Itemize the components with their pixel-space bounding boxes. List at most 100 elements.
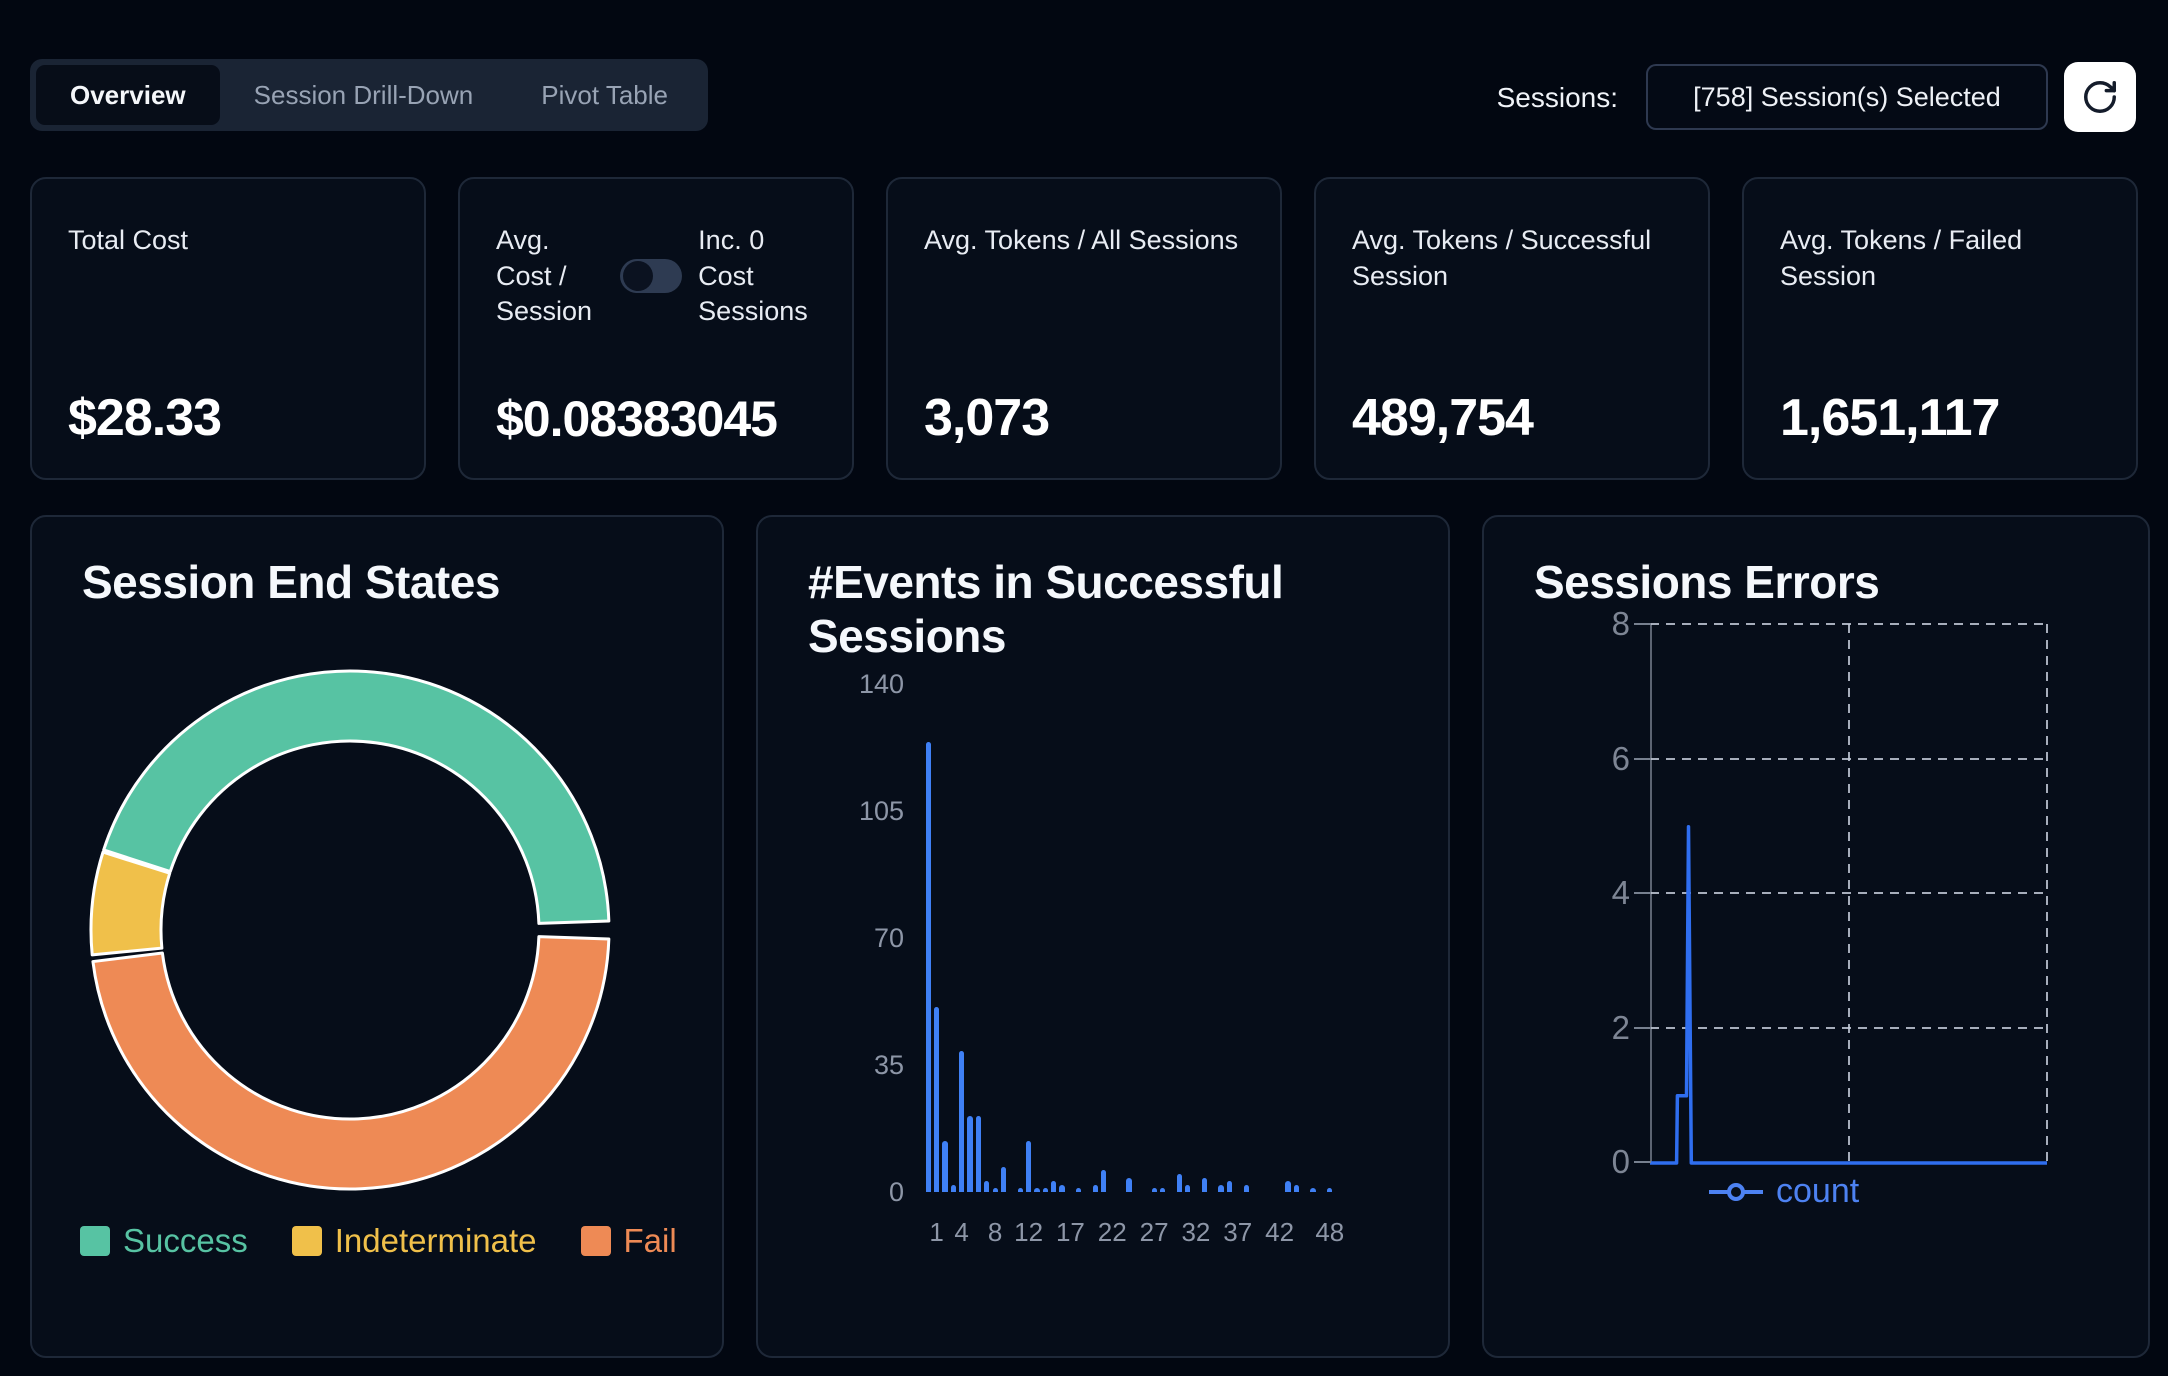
gridline-v-1 (2046, 624, 2048, 1162)
donut-chart-title: Session End States (82, 556, 500, 608)
bar-y-tick-105: 105 (858, 796, 904, 826)
bar-events-18 (1076, 1188, 1082, 1192)
bar-events-15 (1051, 1181, 1057, 1192)
bar-events-43 (1285, 1181, 1291, 1192)
bar-x-tick-27: 27 (1139, 1217, 1169, 1247)
count-legend-label: count (1776, 1172, 1860, 1210)
errors-y-tickmark-0 (1634, 1161, 1651, 1163)
metric-label: Avg. Tokens / Failed Session (1780, 225, 2023, 291)
bar-events-35 (1218, 1184, 1224, 1192)
errors-y-tickmark-6 (1634, 757, 1651, 760)
sessions-selector-value: [758] Session(s) Selected (1693, 81, 2001, 112)
bar-events-13 (1034, 1188, 1040, 1192)
refresh-icon (2081, 78, 2119, 116)
metric-value: 489,754 (1352, 389, 1534, 447)
bar-events-44 (1293, 1184, 1299, 1192)
bar-x-tick-8: 8 (987, 1217, 1003, 1247)
bar-y-tick-70: 70 (873, 923, 904, 953)
bar-events-5 (967, 1115, 973, 1192)
bar-events-38 (1243, 1184, 1249, 1192)
include-zero-cost-toggle[interactable] (620, 259, 683, 294)
bar-events-46 (1310, 1188, 1316, 1192)
bar-events-0 (925, 742, 931, 1192)
errors-y-axis-line (1650, 624, 1652, 1164)
errors-count-line (1650, 825, 2047, 1165)
bar-x-tick-48: 48 (1315, 1217, 1345, 1247)
bar-x-tick-12: 12 (1014, 1217, 1044, 1247)
toggle-label: Inc. 0 Cost Sessions (698, 225, 808, 327)
session-end-states-donut (89, 669, 611, 1191)
tab-overview[interactable]: Overview (36, 65, 220, 125)
metric-card-avg-cost-session: Avg. Cost / Session Inc. 0 Cost Sessions… (458, 177, 854, 480)
bar-events-21 (1101, 1170, 1107, 1192)
bar-events-2 (942, 1141, 948, 1192)
errors-y-tickmark-8 (1634, 623, 1651, 625)
bar-events-1 (933, 1006, 940, 1192)
metric-card-avg-tokens-successful: Avg. Tokens / Successful Session 489,754 (1314, 177, 1710, 480)
metric-value: $28.33 (68, 389, 222, 447)
bar-x-tick-1: 1 (929, 1217, 944, 1247)
sessions-errors-card: Sessions Errors 0 2 4 6 8 count (1482, 515, 2150, 1358)
metric-card-total-cost: Total Cost $28.33 (30, 177, 426, 480)
bar-chart-x-axis-labels: 1 4 8 12 17 22 27 32 37 42 48 (924, 1217, 1344, 1257)
bar-events-14 (1042, 1188, 1048, 1192)
donut-legend: Success Indeterminate Fail (80, 1222, 677, 1260)
errors-y-tick-6: 6 (1611, 739, 1630, 777)
bar-events-48 (1327, 1188, 1333, 1192)
line-chart-title: Sessions Errors (1534, 556, 1880, 608)
metric-label: Total Cost (68, 225, 189, 255)
bar-events-3 (950, 1184, 956, 1192)
metric-value: 3,073 (924, 389, 1050, 447)
gridline-v-0 (1847, 624, 1850, 1162)
errors-y-tick-8: 8 (1611, 605, 1630, 642)
events-histogram-plot (924, 684, 1334, 1192)
errors-y-tick-4: 4 (1611, 874, 1630, 911)
legend-label: Fail (623, 1222, 677, 1259)
bar-events-12 (1025, 1141, 1032, 1192)
metric-card-avg-tokens-failed: Avg. Tokens / Failed Session 1,651,117 (1742, 177, 2138, 480)
tab-bar: Overview Session Drill-Down Pivot Table (30, 59, 708, 131)
bar-x-tick-22: 22 (1097, 1217, 1127, 1247)
bar-chart-title: #Events in Successful Sessions (808, 556, 1284, 663)
bar-events-36 (1226, 1181, 1232, 1192)
bar-events-27 (1151, 1188, 1157, 1192)
metric-card-avg-tokens-all: Avg. Tokens / All Sessions 3,073 (886, 177, 1282, 480)
count-line-marker-icon (1709, 1182, 1763, 1201)
bar-x-tick-32: 32 (1181, 1217, 1211, 1247)
errors-legend-count[interactable]: count (1709, 1172, 1859, 1211)
legend-label: Indeterminate (334, 1222, 537, 1259)
indeterminate-swatch (291, 1226, 322, 1256)
tab-pivot-table[interactable]: Pivot Table (541, 79, 668, 110)
donut-segment-fail (91, 935, 611, 1191)
bar-events-24 (1126, 1177, 1132, 1192)
tab-session-drill-down[interactable]: Session Drill-Down (253, 79, 474, 110)
donut-segment-success (102, 669, 611, 925)
legend-item-indeterminate[interactable]: Indeterminate (291, 1222, 537, 1260)
bar-events-16 (1059, 1184, 1065, 1192)
refresh-button[interactable] (2064, 62, 2136, 132)
sessions-label: Sessions: (1496, 82, 1618, 113)
bar-events-33 (1201, 1177, 1207, 1192)
legend-item-fail[interactable]: Fail (580, 1222, 677, 1260)
sessions-selector[interactable]: [758] Session(s) Selected (1646, 64, 2048, 130)
bar-events-20 (1092, 1184, 1099, 1192)
errors-y-tick-0: 0 (1611, 1143, 1630, 1180)
bar-y-tick-35: 35 (873, 1050, 904, 1080)
bar-x-tick-37: 37 (1223, 1217, 1253, 1247)
bar-events-6 (975, 1115, 981, 1192)
legend-label: Success (123, 1222, 248, 1259)
donut-segment-indeterminate (89, 850, 172, 957)
success-swatch (80, 1226, 110, 1256)
metric-label: Avg. Tokens / All Sessions (924, 225, 1239, 255)
fail-swatch (580, 1226, 611, 1256)
legend-item-success[interactable]: Success (80, 1222, 248, 1260)
bar-x-tick-4: 4 (954, 1217, 969, 1247)
bar-y-tick-140: 140 (858, 669, 904, 699)
bar-x-tick-42: 42 (1265, 1217, 1295, 1247)
bar-events-31 (1184, 1184, 1191, 1192)
bar-events-30 (1176, 1173, 1182, 1192)
errors-y-tick-2: 2 (1611, 1008, 1630, 1046)
bar-y-tick-0: 0 (888, 1177, 904, 1207)
errors-y-axis-labels: 0 2 4 6 8 (1484, 605, 1630, 1180)
bar-chart-y-axis-labels: 0 35 70 105 140 (758, 669, 904, 1207)
